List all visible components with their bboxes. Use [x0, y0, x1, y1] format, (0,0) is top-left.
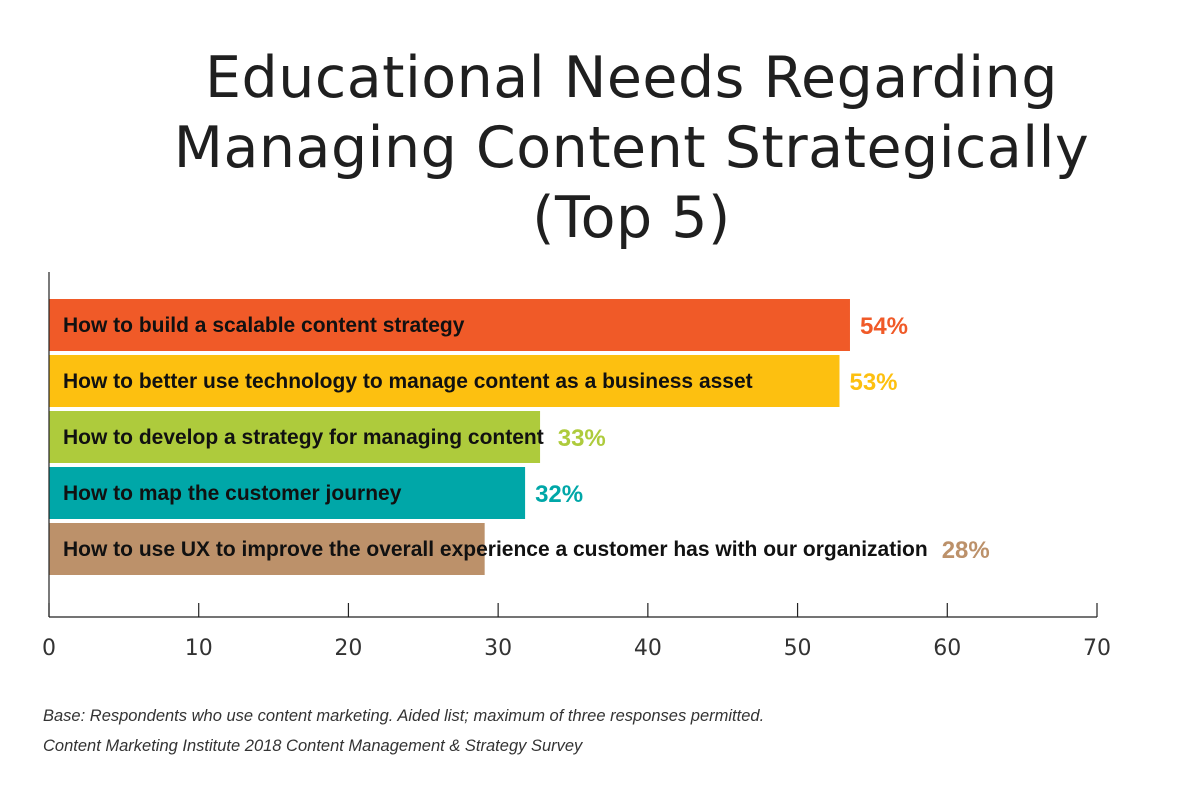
bars-group: How to build a scalable content strategy…	[49, 299, 990, 575]
bar-label-3: How to develop a strategy for managing c…	[63, 426, 544, 449]
x-tick-label-0: 0	[42, 636, 56, 661]
bar-5	[49, 523, 485, 575]
chart-title-line-2: Managing Content Strategically	[173, 115, 1090, 181]
bar-1	[49, 299, 850, 351]
bar-label-2: How to better use technology to manage c…	[63, 370, 753, 393]
footnote-base: Base: Respondents who use content market…	[43, 707, 765, 725]
value-label-5: 28%	[942, 537, 990, 564]
chart-title-line-1: Educational Needs Regarding	[205, 45, 1058, 111]
value-label-1: 54%	[860, 313, 908, 340]
x-tick-label-40: 40	[634, 636, 662, 661]
bar-label-4: How to map the customer journey	[63, 482, 402, 505]
bar-label-1: How to build a scalable content strategy	[63, 314, 465, 337]
x-tick-label-20: 20	[334, 636, 362, 661]
x-tick-label-30: 30	[484, 636, 512, 661]
x-tick-label-50: 50	[784, 636, 812, 661]
bar-2	[49, 355, 840, 407]
x-tick-label-70: 70	[1083, 636, 1111, 661]
chart-title-line-3: (Top 5)	[532, 185, 731, 251]
value-label-3: 33%	[558, 425, 606, 452]
x-axis: 0 10 20 30 40 50 60 70	[42, 272, 1111, 661]
value-label-4: 32%	[535, 481, 583, 508]
x-tick-label-60: 60	[933, 636, 961, 661]
x-tick-label-10: 10	[185, 636, 213, 661]
bar-4	[49, 467, 526, 519]
value-label-2: 53%	[849, 369, 897, 396]
bar-3	[49, 411, 541, 463]
bar-label-5: How to use UX to improve the overall exp…	[63, 538, 928, 561]
footnote-source: Content Marketing Institute 2018 Content…	[43, 737, 583, 755]
